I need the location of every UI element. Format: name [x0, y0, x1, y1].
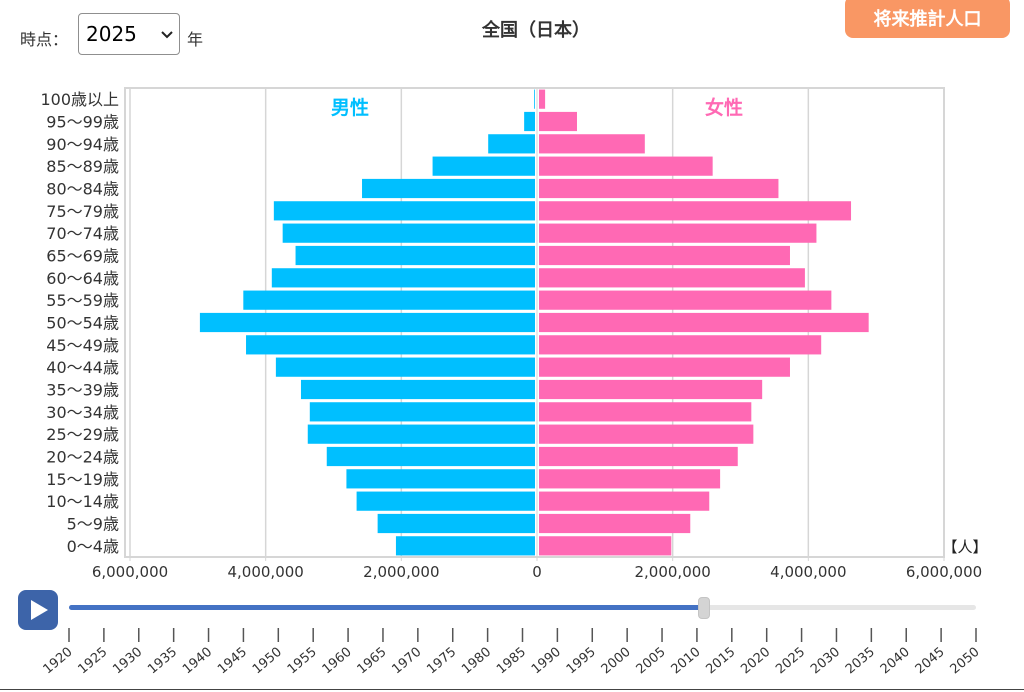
male-bar — [275, 357, 535, 377]
age-group-label: 5～9歳 — [67, 515, 119, 534]
male-bar — [346, 469, 535, 489]
year-unit-label: 年 — [187, 30, 204, 49]
female-bar — [539, 89, 546, 109]
age-group-label: 95～99歳 — [46, 113, 119, 132]
male-bar — [326, 446, 535, 467]
age-group-label: 70～74歳 — [46, 224, 119, 243]
male-bar — [246, 335, 535, 355]
year-select[interactable]: 2025 — [78, 13, 180, 55]
year-select-value: 2025 — [86, 22, 137, 46]
timeline-slider-handle[interactable] — [697, 597, 710, 619]
age-group-label: 30～34歳 — [46, 403, 119, 422]
age-group-label: 90～94歳 — [46, 135, 119, 154]
male-bar — [362, 178, 535, 199]
x-tick-label: 4,000,000 — [770, 563, 846, 581]
play-button[interactable] — [18, 590, 58, 630]
female-bar — [539, 178, 779, 199]
age-group-label: 50～54歳 — [46, 314, 119, 333]
age-group-label: 100歳以上 — [40, 90, 119, 109]
bottom-divider — [0, 689, 1024, 690]
play-icon — [31, 600, 48, 620]
x-tick-label: 2,000,000 — [634, 563, 710, 581]
x-tick-label: 2,000,000 — [363, 563, 439, 581]
timeline-slider-fill — [69, 605, 704, 610]
future-projection-button[interactable]: 将来推計人口 — [845, 0, 1010, 38]
male-bar — [488, 134, 535, 154]
male-bar — [271, 268, 535, 288]
age-group-label: 60～64歳 — [46, 269, 119, 288]
x-tick-label: 6,000,000 — [906, 563, 982, 581]
male-bar — [199, 312, 536, 333]
male-bar — [432, 156, 535, 176]
female-bar — [539, 111, 577, 132]
female-bar — [539, 312, 869, 333]
x-tick-label: 4,000,000 — [227, 563, 303, 581]
female-bar — [539, 268, 805, 288]
chevron-down-icon — [161, 31, 173, 39]
male-bar — [534, 89, 535, 109]
chart-title: 全国（日本） — [482, 20, 590, 41]
female-bar — [539, 424, 754, 444]
female-bar — [539, 201, 852, 221]
age-group-label: 85～89歳 — [46, 157, 119, 176]
female-bar — [539, 469, 721, 489]
age-group-label: 45～49歳 — [46, 336, 119, 355]
age-group-label: 20～24歳 — [46, 448, 119, 467]
female-bar — [539, 379, 763, 400]
timeline-slider-track[interactable] — [69, 605, 976, 610]
male-bar — [309, 402, 535, 422]
female-bar — [539, 134, 645, 154]
age-group-label: 10～14歳 — [46, 492, 119, 511]
female-bar — [539, 536, 672, 556]
x-tick-label: 0 — [532, 563, 542, 581]
male-bar — [282, 223, 535, 243]
male-label: 男性 — [331, 96, 369, 119]
female-bar — [539, 290, 832, 310]
male-bar — [300, 379, 535, 400]
age-group-label: 80～84歳 — [46, 180, 119, 199]
female-bar — [539, 223, 817, 243]
age-group-label: 40～44歳 — [46, 358, 119, 377]
age-group-label: 55～59歳 — [46, 291, 119, 310]
male-bar — [356, 491, 535, 511]
male-bar — [395, 536, 535, 556]
male-bar — [377, 513, 535, 534]
female-bar — [539, 156, 713, 176]
female-label: 女性 — [705, 96, 743, 119]
male-bar — [243, 290, 536, 310]
female-bar — [539, 402, 752, 422]
male-bar — [524, 111, 535, 132]
female-bar — [539, 335, 822, 355]
age-group-label: 0～4歳 — [67, 537, 119, 556]
female-bar — [539, 491, 710, 511]
age-group-label: 15～19歳 — [46, 470, 119, 489]
x-tick-label: 6,000,000 — [92, 563, 168, 581]
female-bar — [539, 245, 790, 266]
age-group-label: 65～69歳 — [46, 247, 119, 266]
male-bar — [295, 245, 535, 266]
unit-label: 【人】 — [942, 538, 987, 556]
male-bar — [307, 424, 535, 444]
female-bar — [539, 446, 738, 467]
male-bar — [273, 201, 535, 221]
age-group-label: 75～79歳 — [46, 202, 119, 221]
female-bar — [539, 513, 691, 534]
age-group-label: 25～29歳 — [46, 425, 119, 444]
female-bar — [539, 357, 790, 377]
age-group-label: 35～39歳 — [46, 381, 119, 400]
time-label: 時点： — [20, 30, 69, 49]
